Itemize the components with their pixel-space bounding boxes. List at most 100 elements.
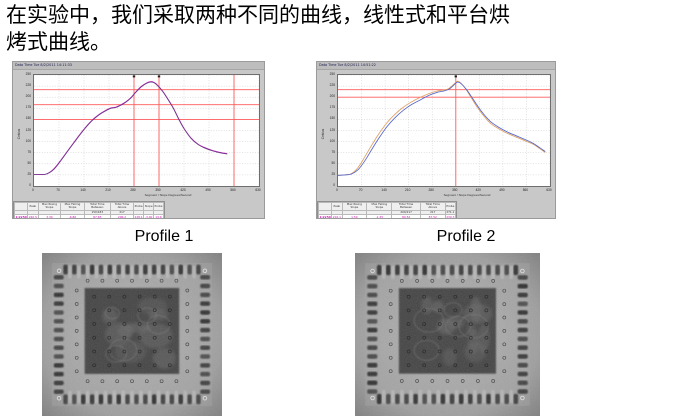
stats-col-header: Total Time Above (110, 202, 134, 211)
y-tick-label: 25 (27, 171, 31, 176)
y-tick-label: 25 (331, 171, 335, 176)
plot-area-wrapper-1: Celsius 0 25 50 75 100 125 150 175 200 225 250 0 70… (13, 70, 264, 198)
y-tick-label: 200 (25, 94, 31, 99)
stats-table-inner: Peak Max Rising Slope Max Falling Slope Tot… (318, 202, 456, 219)
y-tick-label: 75 (27, 149, 31, 154)
x-axis-label-2: Segment / Slope Degrees/Second (443, 193, 491, 197)
x-tick-label: 350 (155, 188, 161, 192)
x-tick-label: 280 (130, 188, 136, 192)
x-tick-label: 210 (405, 188, 411, 192)
y-tick-label: 125 (329, 127, 335, 132)
xray-canvas (355, 253, 540, 416)
stats-col-header: Peak (331, 202, 343, 211)
profiler-window-profile-1[interactable]: Data Time Tue 8/2/2011 14:11:33 Celsius … (12, 61, 265, 219)
xray-image-profile-2 (355, 253, 540, 416)
stats-col-header (318, 202, 333, 211)
xray-canvas (42, 253, 222, 416)
x-tick-label: 490 (499, 188, 505, 192)
x-tick-label: 630 (255, 188, 261, 192)
chart-title-bar-2: Data Time Tue 8/2/2011 14:51:22 (317, 62, 555, 70)
x-axis-ticks-1: 0 70 140 210 280 350 420 490 560 630 (32, 188, 261, 194)
stats-cell: 216.1 (331, 213, 343, 219)
stats-subheader: 150/183 (83, 209, 112, 215)
stats-col-header (14, 202, 29, 211)
y-tick-label: 250 (329, 72, 335, 76)
stats-cell: 1:2250 (318, 213, 333, 219)
y-tick-label: 0 (29, 183, 31, 187)
stats-cell: 240.5 (27, 213, 39, 219)
table-row[interactable]: 1:2250 240.5 3.30 -6.86 87.65 296.2 228.1 -3.40… (14, 213, 164, 219)
y-tick-label: 100 (329, 138, 335, 143)
y-tick-label: 175 (25, 105, 31, 110)
x-tick-label: 70 (56, 188, 60, 192)
stats-col-header: Peak (27, 202, 39, 211)
stats-col-header: Probe (153, 202, 164, 211)
stats-subheader: 200/217 (391, 209, 421, 215)
chart-title-bar-1: Data Time Tue 8/2/2011 14:11:33 (13, 62, 264, 70)
plot-canvas-2[interactable] (337, 74, 551, 187)
y-tick-label: 75 (331, 149, 335, 154)
y-tick-label: 250 (25, 72, 31, 76)
x-tick-label: 560 (522, 188, 529, 192)
x-tick-label: 280 (428, 188, 434, 192)
stats-col-header: Total Time Between (83, 202, 112, 211)
y-tick-label: 150 (329, 116, 335, 121)
stats-col-header: Max Falling Slope (366, 202, 393, 211)
y-tick-label: 50 (331, 160, 335, 165)
stats-cell: -1.35 (366, 213, 393, 218)
y-tick-label: 175 (329, 105, 335, 110)
stats-col-header: Total Time Above (419, 202, 446, 211)
y-tick-label: 200 (329, 94, 335, 99)
x-tick-label: 630 (546, 188, 552, 192)
stats-cell: -3.40 (143, 213, 155, 219)
stats-cell: 87.52 (419, 213, 446, 218)
stats-col-header: Max Falling Slope (60, 202, 85, 211)
stats-subheader (27, 209, 39, 215)
stats-subheader (153, 209, 164, 215)
x-tick-label: 70 (358, 188, 363, 192)
stats-cell: 1:2250 (14, 213, 29, 219)
y-tick-label: 150 (25, 116, 31, 121)
profiler-window-profile-2[interactable]: Data Time Tue 8/2/2011 14:51:22 Celsius … (316, 61, 556, 219)
xray-image-profile-1 (42, 253, 222, 416)
y-tick-label: 0 (333, 183, 335, 187)
y-tick-label: 125 (25, 127, 31, 132)
stats-cell: 19.6 (153, 213, 164, 219)
x-tick-label: 0 (32, 188, 34, 192)
x-tick-label: 140 (381, 188, 387, 192)
profile-curve-svg-2 (338, 75, 550, 186)
profile-curve-svg-1 (34, 75, 259, 186)
stats-cell: 296.2 (110, 213, 134, 218)
stats-col-header: Total Time Between (391, 202, 421, 211)
caption-profile-2: Profile 2 (436, 228, 496, 245)
x-axis-ticks-2: 0 70 140 210 280 350 420 490 560 630 (336, 188, 552, 194)
x-tick-label: 420 (180, 188, 186, 192)
stats-cell: 239.3 (444, 213, 456, 219)
y-tick-label: 50 (27, 160, 31, 165)
plot-area-wrapper-2: Celsius 0 25 50 75 100 125 150 175 200 225 250 0 70… (317, 70, 555, 198)
x-tick-label: 490 (205, 188, 211, 192)
x-tick-label: 140 (80, 188, 86, 192)
x-axis-label-1: Segment / Slope Degrees/Second (144, 193, 192, 197)
stats-col-header: Max Rising Slope (341, 202, 368, 211)
stats-cell: 1.50 (341, 213, 368, 218)
x-tick-label: 0 (336, 188, 338, 192)
stats-cell: 3.30 (37, 213, 62, 218)
table-row[interactable]: 1:2250 216.1 1.50 -1.35 89.52 87.52 239.3 (318, 213, 456, 219)
stats-table-2[interactable]: Peak Max Rising Slope Max Falling Slope Tot… (317, 201, 457, 219)
stats-cell: 89.52 (391, 213, 421, 218)
stats-subheader (331, 209, 343, 215)
stats-cell: 228.1 (132, 213, 145, 219)
plot-canvas-1[interactable] (33, 74, 260, 187)
body-text: 在实验中，我们采取两种不同的曲线，线性式和平台烘 烤式曲线。 (6, 2, 690, 56)
stats-table-inner: Peak Max Rising Slope Max Falling Slope Tot… (14, 202, 164, 219)
stats-col-header: Max Rising Slope (37, 202, 62, 211)
x-tick-label: 210 (105, 188, 111, 192)
stats-cell: -6.86 (60, 213, 85, 218)
x-tick-label: 420 (475, 188, 481, 192)
x-tick-label: 350 (452, 188, 458, 192)
stats-table-1[interactable]: Peak Max Rising Slope Max Falling Slope Tot… (13, 201, 165, 219)
y-tick-label: 225 (329, 83, 335, 88)
stats-col-header: Slope (143, 202, 155, 211)
stats-col-header: Probe (132, 202, 145, 211)
